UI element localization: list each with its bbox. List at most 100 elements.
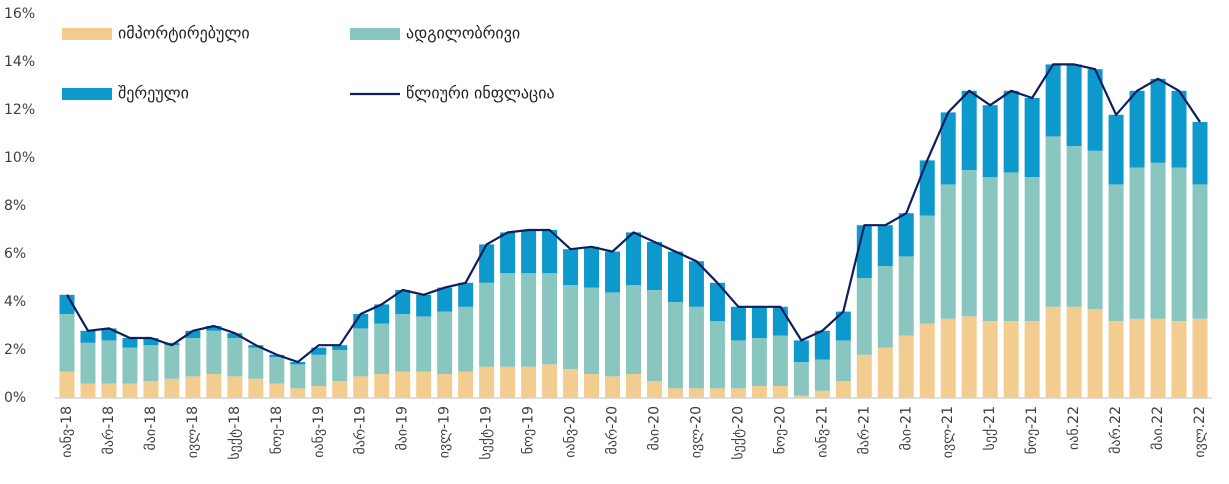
bar-segment	[856, 278, 872, 355]
bar-segment	[416, 294, 432, 317]
bar-segment	[479, 366, 495, 398]
bar-segment	[521, 230, 537, 274]
bar-segment	[500, 366, 516, 398]
legend-swatch	[62, 28, 112, 40]
bar-segment	[730, 388, 746, 398]
bar-segment	[80, 383, 96, 398]
x-tick-label: სექ-21	[982, 406, 998, 450]
x-tick-label: სექტ-19	[479, 406, 495, 460]
y-tick-label: 10%	[4, 150, 35, 166]
bar-segment	[584, 374, 600, 398]
bar-segment	[1108, 114, 1124, 185]
bar-segment	[227, 333, 243, 338]
bar-segment	[1024, 321, 1040, 398]
bar-segment	[1150, 318, 1166, 398]
y-tick-label: 14%	[4, 54, 35, 70]
bar-segment	[898, 335, 914, 398]
bar-segment	[1045, 64, 1061, 137]
x-tick-label: ივლ-21	[940, 406, 956, 458]
bar-segment	[605, 251, 621, 293]
bar-segment	[1108, 184, 1124, 322]
bar-segment	[667, 302, 683, 389]
bar-segment	[814, 330, 830, 360]
x-tick-label: ნოე-21	[1024, 406, 1040, 454]
bar-segment	[709, 321, 725, 389]
bar-segment	[605, 376, 621, 398]
x-tick-label: სექტ-18	[227, 406, 243, 460]
x-tick-label: იანვ-18	[59, 406, 75, 458]
bar-segment	[59, 314, 75, 372]
bar-segment	[793, 395, 809, 398]
bar-segment	[709, 388, 725, 398]
bar-segment	[856, 225, 872, 278]
legend-swatch	[62, 88, 112, 100]
bar-segment	[584, 246, 600, 288]
bar-segment	[542, 364, 558, 398]
y-tick-label: 16%	[4, 6, 35, 22]
bar-segment	[374, 304, 390, 324]
bar-segment	[101, 340, 117, 384]
bar-segment	[269, 383, 285, 398]
bar-segment	[1171, 321, 1187, 398]
bar-segment	[80, 342, 96, 384]
bar-segment	[458, 306, 474, 372]
x-tick-label: იან.22	[1066, 406, 1082, 450]
bar-segment	[80, 330, 96, 343]
legend: იმპორტირებული ადგილობრივი შერეული წლიური ინ…	[62, 24, 555, 103]
x-tick-label: ივლ.22	[1192, 406, 1208, 458]
bar-segment	[793, 362, 809, 396]
bar-segment	[877, 225, 893, 266]
bar-segment	[1192, 122, 1208, 185]
x-tick-label: ივლ-19	[437, 406, 453, 458]
bar-segment	[437, 311, 453, 374]
bar-segment	[290, 388, 306, 398]
bar-segment	[500, 232, 516, 274]
bar-segment	[626, 232, 641, 286]
bar-segment	[458, 282, 474, 307]
bar-segment	[1045, 306, 1061, 398]
bar-segment	[835, 340, 851, 382]
bar-segment	[1087, 309, 1103, 398]
bar-segment	[730, 340, 746, 389]
bar-segment	[542, 230, 558, 274]
legend-label: წლიური ინფლაცია	[406, 84, 555, 103]
x-tick-label: მარ-19	[352, 406, 369, 454]
bar-segment	[1003, 90, 1019, 173]
legend-label: იმპორტირებული	[118, 24, 250, 43]
bar-segment	[584, 287, 600, 374]
bar-segment	[101, 383, 117, 398]
bar-segment	[290, 364, 306, 389]
bar-segment	[1066, 146, 1082, 307]
bar-segment	[1192, 184, 1208, 319]
bar-segment	[919, 160, 935, 216]
bar-segment	[982, 105, 998, 178]
bar-segment	[1171, 167, 1187, 322]
x-tick-label: სექტ-20	[730, 406, 746, 460]
bar-segment	[626, 374, 641, 398]
bar-segment	[709, 282, 725, 322]
bar-segment	[269, 357, 285, 384]
bar-segment	[563, 285, 579, 370]
bar-segment	[667, 251, 683, 302]
y-tick-label: 2%	[4, 342, 26, 358]
bar-segment	[1150, 78, 1166, 163]
bar-segment	[835, 311, 851, 341]
bar-segment	[143, 338, 159, 346]
x-tick-label: იანვ-20	[563, 406, 579, 458]
bar-segment	[395, 371, 411, 398]
bar-segment	[248, 378, 264, 398]
bar-segment	[206, 374, 222, 398]
bar-segment	[437, 374, 453, 398]
y-tick-label: 6%	[4, 246, 26, 262]
legend-label: ადგილობრივი	[406, 24, 520, 43]
bar-segment	[940, 112, 956, 185]
bar-segment	[1129, 90, 1145, 168]
bar-segment	[332, 350, 348, 382]
bar-segment	[772, 335, 788, 386]
bar-segment	[374, 374, 390, 398]
y-tick-label: 8%	[4, 198, 26, 214]
bar-segment	[416, 316, 432, 372]
y-tick-label: 4%	[4, 294, 26, 310]
bar-segment	[1171, 90, 1187, 168]
bar-segment	[1024, 98, 1040, 178]
